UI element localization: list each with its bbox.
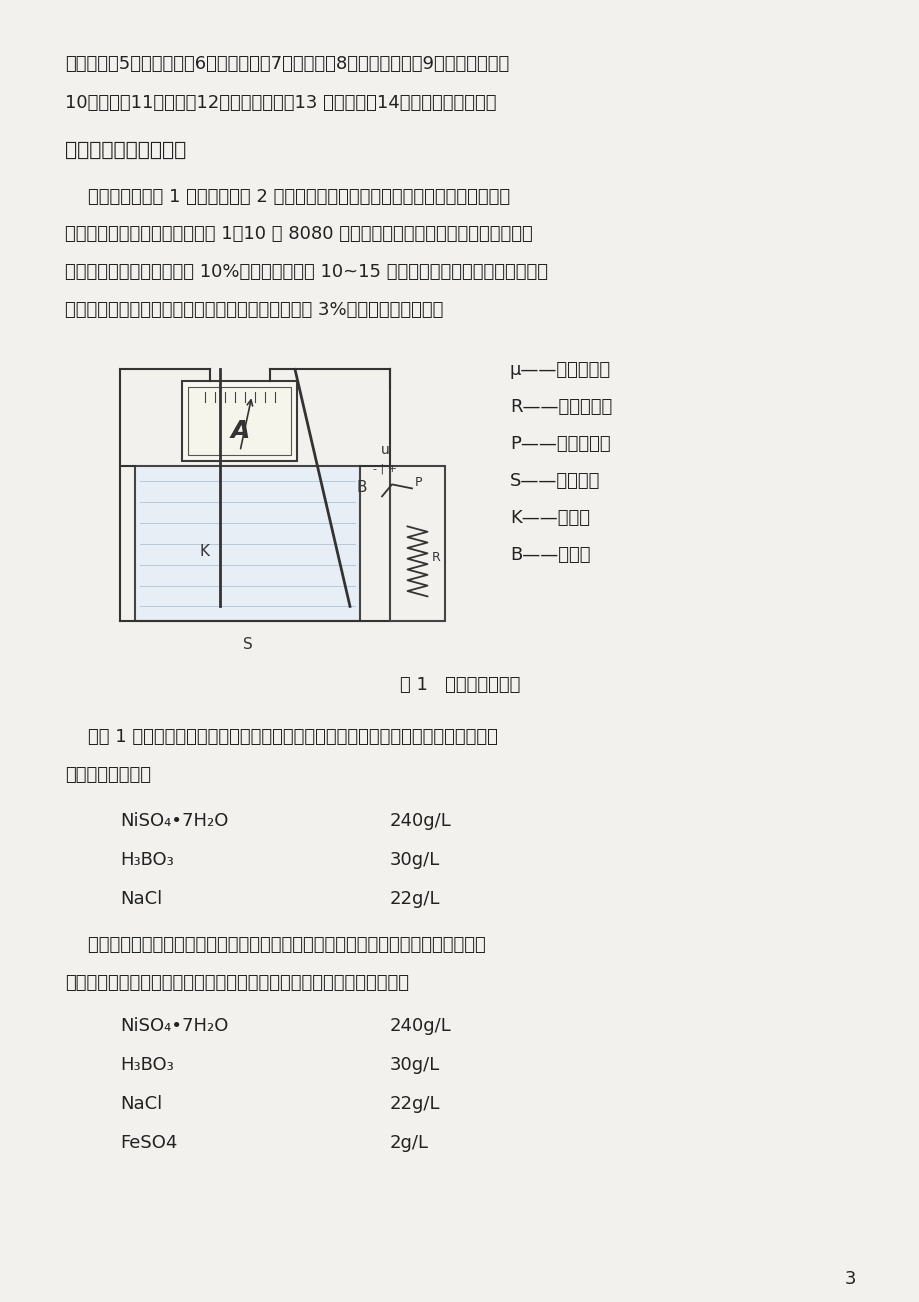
Text: NaCl: NaCl <box>119 1095 162 1113</box>
Text: μ——直流电源；: μ——直流电源； <box>509 362 610 379</box>
Bar <box>390 466 445 621</box>
Text: 按图 1 连接好线路，请老师检查后放入试样。铁样品作阴极，镍板作阳极按以下配方: 按图 1 连接好线路，请老师检查后放入试样。铁样品作阴极，镍板作阳极按以下配方 <box>65 728 497 746</box>
Text: 30g/L: 30g/L <box>390 850 440 868</box>
Text: 3: 3 <box>844 1269 855 1288</box>
Text: FeSO4: FeSO4 <box>119 1134 177 1152</box>
Text: 四、实验步骤及结果：: 四、实验步骤及结果： <box>65 141 186 160</box>
Text: 实验用装置按图 1 线路接好，将 2 块已划出面积的低碳钢阴极编好号，然后用砂纸擦: 实验用装置按图 1 线路接好，将 2 块已划出面积的低碳钢阴极编好号，然后用砂纸… <box>65 187 509 206</box>
Text: H₃BO₃: H₃BO₃ <box>119 1056 174 1074</box>
Text: 及工艺进行实验。: 及工艺进行实验。 <box>65 766 151 784</box>
Text: 镀电路接线图及电镀装置与其前面工艺完全相同，只是电镀液配方如下：: 镀电路接线图及电镀装置与其前面工艺完全相同，只是电镀液配方如下： <box>65 974 409 992</box>
Text: S——电波槽；: S——电波槽； <box>509 473 600 491</box>
Text: R: R <box>431 552 440 564</box>
Text: - | +: - | + <box>372 464 397 474</box>
Bar <box>135 466 359 621</box>
Text: 样或阴极后，在室温下浸入 10%硫酸溶液中侵蚀 10~15 分钟；然后在水龙头下用自来水仔: 样或阴极后，在室温下浸入 10%硫酸溶液中侵蚀 10~15 分钟；然后在水龙头下… <box>65 263 548 281</box>
Text: NaCl: NaCl <box>119 889 162 907</box>
Text: 22g/L: 22g/L <box>390 889 440 907</box>
Text: H₃BO₃: H₃BO₃ <box>119 850 174 868</box>
Text: 细冲洗，再用滤纸吸去样品表面上的水分把试样浸入 3%硫酸钠溶液中备用。: 细冲洗，再用滤纸吸去样品表面上的水分把试样浸入 3%硫酸钠溶液中备用。 <box>65 301 443 319</box>
Text: 闸刀开关；5、滑线电组。6、直流电源；7、毫伏表；8、直流电压表；9、恒温水浴槽；: 闸刀开关；5、滑线电组。6、直流电源；7、毫伏表；8、直流电压表；9、恒温水浴槽… <box>65 55 509 73</box>
Text: R——滑线电阻；: R——滑线电阻； <box>509 398 611 417</box>
Text: 2g/L: 2g/L <box>390 1134 428 1152</box>
Text: K——阴极；: K——阴极； <box>509 509 589 527</box>
Text: P: P <box>414 477 422 490</box>
Text: 去金属表面的锈等脏物。再放入 1：10 的 8080 金属洗涤液中进行除油清洗。用水洗净试: 去金属表面的锈等脏物。再放入 1：10 的 8080 金属洗涤液中进行除油清洗。… <box>65 225 532 243</box>
Text: 240g/L: 240g/L <box>390 1017 451 1035</box>
Text: 每一批同学分六组进行实验、然后再做镀液中含铁杂质对镀层质量的影响的实验。电: 每一批同学分六组进行实验、然后再做镀液中含铁杂质对镀层质量的影响的实验。电 <box>65 936 485 954</box>
Text: A: A <box>230 419 249 444</box>
Text: P——闸刀开关；: P——闸刀开关； <box>509 435 610 453</box>
Text: 图 1   实验装置示意图: 图 1 实验装置示意图 <box>400 677 519 694</box>
Text: B: B <box>357 479 367 495</box>
Text: 22g/L: 22g/L <box>390 1095 440 1113</box>
Bar <box>188 388 291 456</box>
Text: 240g/L: 240g/L <box>390 811 451 829</box>
Text: 10、直尺；11、滤纸；12、面板夹具等；13 镀镍溶液；14、绝缘导线若干等。: 10、直尺；11、滤纸；12、面板夹具等；13 镀镍溶液；14、绝缘导线若干等。 <box>65 94 496 112</box>
Text: u: u <box>380 444 389 457</box>
Bar <box>182 381 297 461</box>
Text: S: S <box>243 638 252 652</box>
Text: 30g/L: 30g/L <box>390 1056 440 1074</box>
Text: B——阳极。: B——阳极。 <box>509 547 590 564</box>
Text: NiSO₄•7H₂O: NiSO₄•7H₂O <box>119 1017 228 1035</box>
Text: K: K <box>199 544 210 559</box>
Text: NiSO₄•7H₂O: NiSO₄•7H₂O <box>119 811 228 829</box>
